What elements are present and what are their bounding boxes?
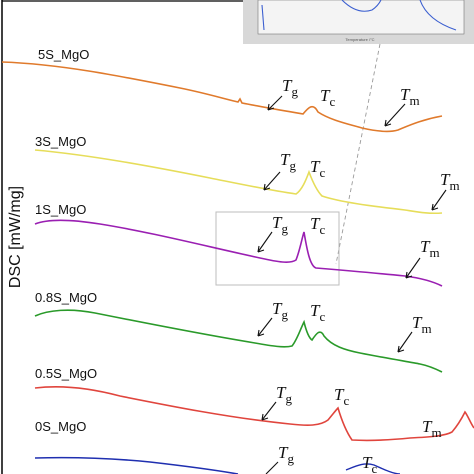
- marker-Tg-0.5S_MgO: Tg: [276, 383, 292, 406]
- marker-Tg-0.8S_MgO: Tg: [272, 299, 288, 322]
- series-label-0.5S: 0.5S_MgO: [35, 366, 97, 381]
- curve-3S_MgO: [34, 149, 443, 215]
- series-label-5S: 5S_MgO: [38, 47, 89, 62]
- marker-Tm-5S_MgO: Tm: [400, 85, 420, 108]
- marker-Tm-3S_MgO: Tm: [440, 170, 460, 193]
- series-label-1S: 1S_MgO: [35, 202, 86, 217]
- marker-Tg-5S_MgO: Tg: [282, 76, 298, 99]
- series-label-0S: 0S_MgO: [35, 419, 86, 434]
- marker-Tc-0.8S_MgO: Tc: [310, 301, 325, 324]
- inset-plot-area: [257, 0, 465, 35]
- marker-Tg-0S_MgO: Tg: [278, 443, 294, 466]
- inset-x-label: Temperature /°C: [345, 37, 374, 42]
- series-label-3S: 3S_MgO: [35, 134, 86, 149]
- curve-0S_MgO-tail: [345, 463, 401, 474]
- guide-dashed-line: [335, 43, 381, 265]
- marker-Tm-1S_MgO: Tm: [420, 237, 440, 260]
- marker-Tm-0.5S_MgO: Tm: [422, 417, 442, 440]
- marker-Tc-3S_MgO: Tc: [310, 157, 325, 180]
- curve-1S_MgO: [34, 219, 443, 287]
- marker-Tg-3S_MgO: Tg: [280, 150, 296, 173]
- marker-Tc-0.5S_MgO: Tc: [334, 385, 349, 408]
- inset-curve: [261, 0, 457, 31]
- marker-Tm-0.8S_MgO: Tm: [412, 313, 432, 336]
- marker-Tc-5S_MgO: Tc: [320, 86, 335, 109]
- y-axis-label: DSC [mW/mg]: [7, 186, 24, 288]
- curve-5S_MgO: [1, 61, 443, 133]
- marker-Tc-0S_MgO: Tc: [362, 453, 377, 474]
- series-label-0.8S: 0.8S_MgO: [35, 290, 97, 305]
- marker-Tg-1S_MgO: Tg: [272, 213, 288, 236]
- curve-0S_MgO: [34, 456, 239, 474]
- marker-Tc-1S_MgO: Tc: [310, 214, 325, 237]
- inset-panel: Temperature /°C: [243, 0, 474, 44]
- annotation-arrows: [257, 95, 447, 474]
- curve-0.8S_MgO: [34, 309, 443, 373]
- curve-0.5S_MgO: [34, 386, 474, 442]
